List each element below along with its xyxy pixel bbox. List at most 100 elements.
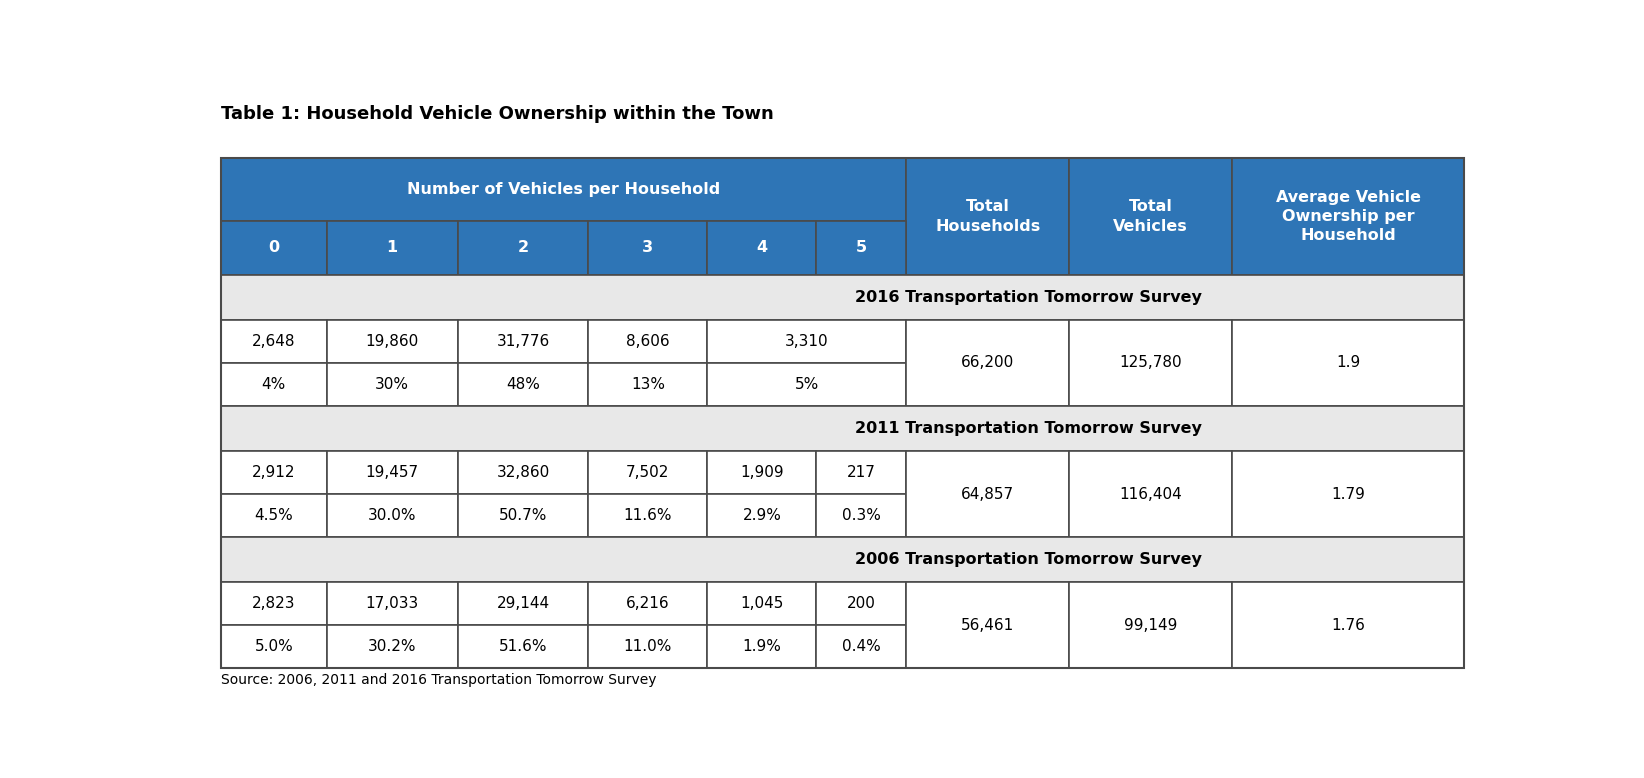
Text: 1: 1 [386,240,398,255]
Bar [457,221,589,275]
Text: 116,404: 116,404 [1120,486,1182,502]
Text: 29,144: 29,144 [496,596,549,612]
Text: 3,310: 3,310 [786,334,829,349]
Bar [589,626,707,668]
Text: 30.0%: 30.0% [368,508,416,523]
Text: Table 1: Household Vehicle Ownership within the Town: Table 1: Household Vehicle Ownership wit… [220,105,774,124]
Text: 13%: 13% [631,377,664,392]
Text: 8,606: 8,606 [626,334,669,349]
Bar [589,363,707,406]
Text: 19,457: 19,457 [365,465,419,480]
Text: 56,461: 56,461 [962,618,1014,633]
Bar [1231,158,1465,275]
Text: Number of Vehicles per Household: Number of Vehicles per Household [408,182,720,197]
Text: 1,045: 1,045 [740,596,784,612]
Bar [589,451,707,494]
Text: 200: 200 [847,596,876,612]
Text: 2011 Transportation Tomorrow Survey: 2011 Transportation Tomorrow Survey [855,421,1202,436]
Bar [327,626,457,668]
Bar [457,494,589,538]
Text: 17,033: 17,033 [365,596,419,612]
Bar [817,582,906,626]
Text: 5: 5 [857,240,866,255]
Bar [707,582,817,626]
Text: 4%: 4% [261,377,286,392]
Text: 1.79: 1.79 [1332,486,1365,502]
Text: 48%: 48% [506,377,539,392]
Text: Total
Households: Total Households [935,199,1041,233]
Bar [1069,320,1231,406]
Text: 2006 Transportation Tomorrow Survey: 2006 Transportation Tomorrow Survey [855,552,1202,567]
Bar [1231,451,1465,538]
Bar [327,221,457,275]
Bar [589,221,707,275]
Bar [327,494,457,538]
Text: 0.4%: 0.4% [842,640,881,654]
Bar [707,221,817,275]
Text: 2016 Transportation Tomorrow Survey: 2016 Transportation Tomorrow Survey [855,290,1202,305]
Text: 3: 3 [643,240,653,255]
Text: 30.2%: 30.2% [368,640,416,654]
Bar [589,494,707,538]
Bar [457,363,589,406]
Text: 64,857: 64,857 [962,486,1014,502]
Text: 1.9: 1.9 [1337,356,1360,370]
Text: 2,648: 2,648 [252,334,296,349]
Bar [817,626,906,668]
Text: 30%: 30% [375,377,409,392]
Bar [817,451,906,494]
Bar [220,275,1465,320]
Text: 4: 4 [756,240,768,255]
Bar [457,451,589,494]
Bar [1231,320,1465,406]
Bar [906,451,1069,538]
Text: 19,860: 19,860 [365,334,419,349]
Bar [707,494,817,538]
Bar [589,582,707,626]
Bar [327,320,457,363]
Bar [707,626,817,668]
Text: 125,780: 125,780 [1120,356,1182,370]
Text: 2: 2 [518,240,528,255]
Bar [220,158,1465,668]
Bar [220,158,906,221]
Text: 2.9%: 2.9% [743,508,781,523]
Bar [906,582,1069,668]
Text: 11.6%: 11.6% [623,508,672,523]
Bar [1069,582,1231,668]
Bar [1069,158,1231,275]
Text: 2,912: 2,912 [252,465,296,480]
Bar [1069,451,1231,538]
Bar [1231,582,1465,668]
Text: 50.7%: 50.7% [498,508,547,523]
Bar [457,582,589,626]
Text: 5%: 5% [794,377,819,392]
Bar [589,320,707,363]
Bar [220,626,327,668]
Bar [220,363,327,406]
Bar [707,451,817,494]
Bar [220,320,327,363]
Bar [707,363,906,406]
Bar [327,363,457,406]
Text: 217: 217 [847,465,876,480]
Text: 51.6%: 51.6% [498,640,547,654]
Text: 1.9%: 1.9% [743,640,781,654]
Bar [220,221,327,275]
Bar [817,221,906,275]
Text: 2,823: 2,823 [252,596,296,612]
Bar [327,582,457,626]
Bar [457,626,589,668]
Text: 66,200: 66,200 [962,356,1014,370]
Bar [327,451,457,494]
Text: Average Vehicle
Ownership per
Household: Average Vehicle Ownership per Household [1276,190,1420,244]
Text: 4.5%: 4.5% [255,508,293,523]
Text: 0: 0 [268,240,279,255]
Bar [457,320,589,363]
Text: 32,860: 32,860 [496,465,549,480]
Text: 1.76: 1.76 [1332,618,1365,633]
Bar [220,582,327,626]
Text: 99,149: 99,149 [1124,618,1177,633]
Bar [817,494,906,538]
Text: 5.0%: 5.0% [255,640,293,654]
